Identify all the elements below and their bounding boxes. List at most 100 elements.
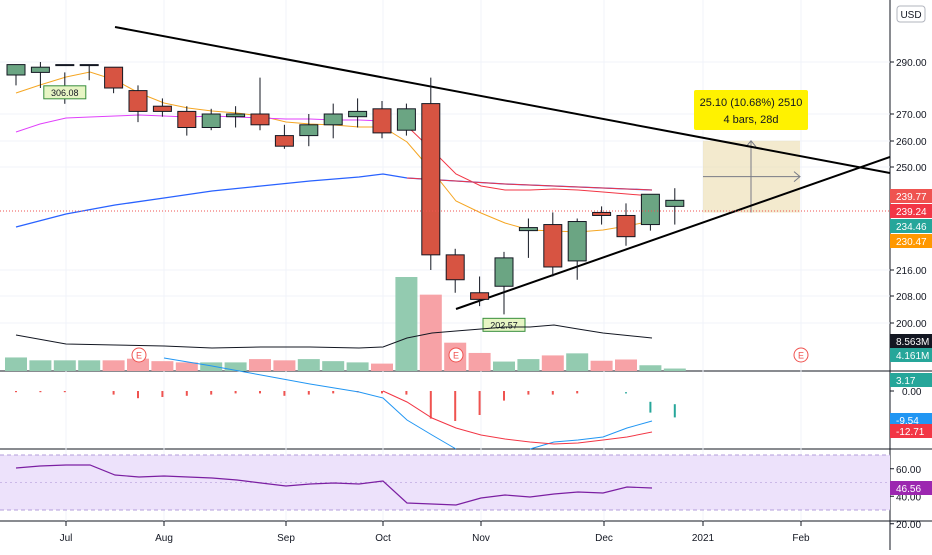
sma-red-long-line: [406, 177, 653, 191]
volume-bar: [663, 368, 686, 371]
candle-body: [372, 108, 392, 134]
volume-bar: [175, 362, 198, 371]
macd-badge-label: -12.71: [896, 427, 925, 438]
price-badge-bg: [890, 189, 932, 203]
x-tick-label: Feb: [792, 533, 810, 544]
rsi-line: [15, 464, 653, 506]
macd-histogram-bar: [454, 391, 457, 421]
macd-histogram-bar: [478, 391, 481, 415]
volume-bar: [151, 361, 174, 371]
signal-line: [382, 390, 653, 445]
candle-body: [6, 64, 26, 76]
candle-body: [616, 214, 636, 238]
candle-body: [396, 108, 416, 131]
volume-ma-line: [15, 324, 653, 349]
volume-badge-bg: [890, 334, 932, 348]
candle-body: [79, 64, 99, 67]
volume-bar: [615, 359, 637, 371]
macd-histogram-bar: [551, 391, 554, 395]
candle-body: [177, 110, 197, 129]
volume-bar: [395, 277, 418, 371]
candle-body: [274, 135, 294, 147]
candle-body: [665, 199, 685, 207]
measure-label-box: [694, 90, 808, 130]
volume-bar: [53, 360, 76, 371]
candle-body: [421, 103, 441, 256]
trendline-upper: [114, 26, 891, 174]
price-badge-bg: [890, 204, 932, 218]
rsi-badge-bg: [890, 481, 932, 495]
price-badge-label: 234.46: [896, 222, 927, 233]
x-tick-label: Aug: [155, 533, 173, 544]
volume-bar: [322, 361, 345, 371]
trendline-lower: [455, 156, 891, 310]
volume-bar: [371, 363, 393, 371]
volume-bar: [5, 357, 27, 371]
volume-bar: [200, 362, 223, 371]
measure-label-line1: 25.10 (10.68%) 2510: [700, 97, 803, 109]
marked-high-label: 306.08: [51, 88, 79, 98]
macd-histogram-bar: [210, 391, 213, 395]
macd-histogram-bar: [259, 391, 261, 394]
volume-bar: [517, 359, 540, 371]
rsi-tick-label: 60.00: [896, 465, 921, 476]
macd-tick-label: 0.00: [902, 387, 922, 398]
candle-body: [543, 224, 563, 268]
candle-body: [567, 221, 587, 262]
macd-histogram-bar: [112, 391, 115, 395]
earnings-marker: [793, 347, 809, 363]
earnings-marker-label: E: [798, 351, 804, 361]
volume-bar: [102, 360, 125, 371]
measure-label-line2: 4 bars, 28d: [723, 114, 778, 126]
candle-body: [226, 113, 246, 118]
price-badge-label: 239.77: [896, 192, 927, 203]
x-tick-label: Jul: [60, 533, 73, 544]
candle-body: [250, 113, 270, 126]
y-tick-label: 208.00: [896, 292, 927, 303]
marked-low-label: 202.57: [490, 320, 518, 330]
volume-bar: [639, 365, 662, 371]
x-tick-label: 2021: [692, 533, 715, 544]
macd-histogram-bar: [527, 391, 530, 395]
rsi-badge-label: 46.56: [896, 484, 921, 495]
candle-body: [152, 105, 172, 112]
volume-bar: [346, 362, 369, 371]
macd-line: [163, 357, 457, 450]
candle-body: [30, 66, 50, 73]
macd-histogram-bar: [15, 391, 17, 393]
earnings-marker-label: E: [136, 351, 142, 361]
candle-body: [445, 254, 465, 281]
macd-histogram-bar: [39, 391, 42, 393]
macd-histogram-bar: [283, 391, 286, 396]
price-badge-label: 239.24: [896, 207, 927, 218]
macd-histogram-bar: [673, 404, 676, 418]
macd-histogram-bar: [332, 391, 335, 394]
macd-histogram-bar: [576, 391, 579, 394]
earnings-marker-label: E: [453, 351, 459, 361]
macd-histogram-bar: [161, 391, 164, 397]
volume-bar: [78, 360, 101, 371]
macd-badge-label: -9.54: [896, 416, 919, 427]
macd-histogram-bar: [503, 391, 505, 401]
macd-histogram-bar: [137, 391, 139, 399]
rsi-tick-label: 40.00: [896, 492, 921, 503]
macd-histogram-bar: [185, 391, 188, 396]
macd-histogram-bar: [625, 392, 627, 394]
currency-tag: [896, 5, 926, 23]
volume-bar: [541, 355, 564, 371]
volume-bar: [468, 352, 491, 371]
earnings-marker: [131, 347, 147, 363]
volume-bar: [566, 353, 589, 371]
price-badge-label: 230.47: [896, 237, 927, 248]
candle-body: [348, 110, 368, 118]
volume-bar: [493, 361, 515, 371]
price-badge-bg: [890, 219, 932, 233]
volume-bar: [127, 358, 149, 371]
candle-body: [128, 90, 148, 112]
volume-bar: [297, 359, 320, 371]
volume-bar: [224, 362, 247, 371]
y-tick-label: 250.00: [896, 163, 927, 174]
macd-histogram-bar: [234, 391, 237, 394]
macd-histogram-bar: [381, 391, 383, 394]
